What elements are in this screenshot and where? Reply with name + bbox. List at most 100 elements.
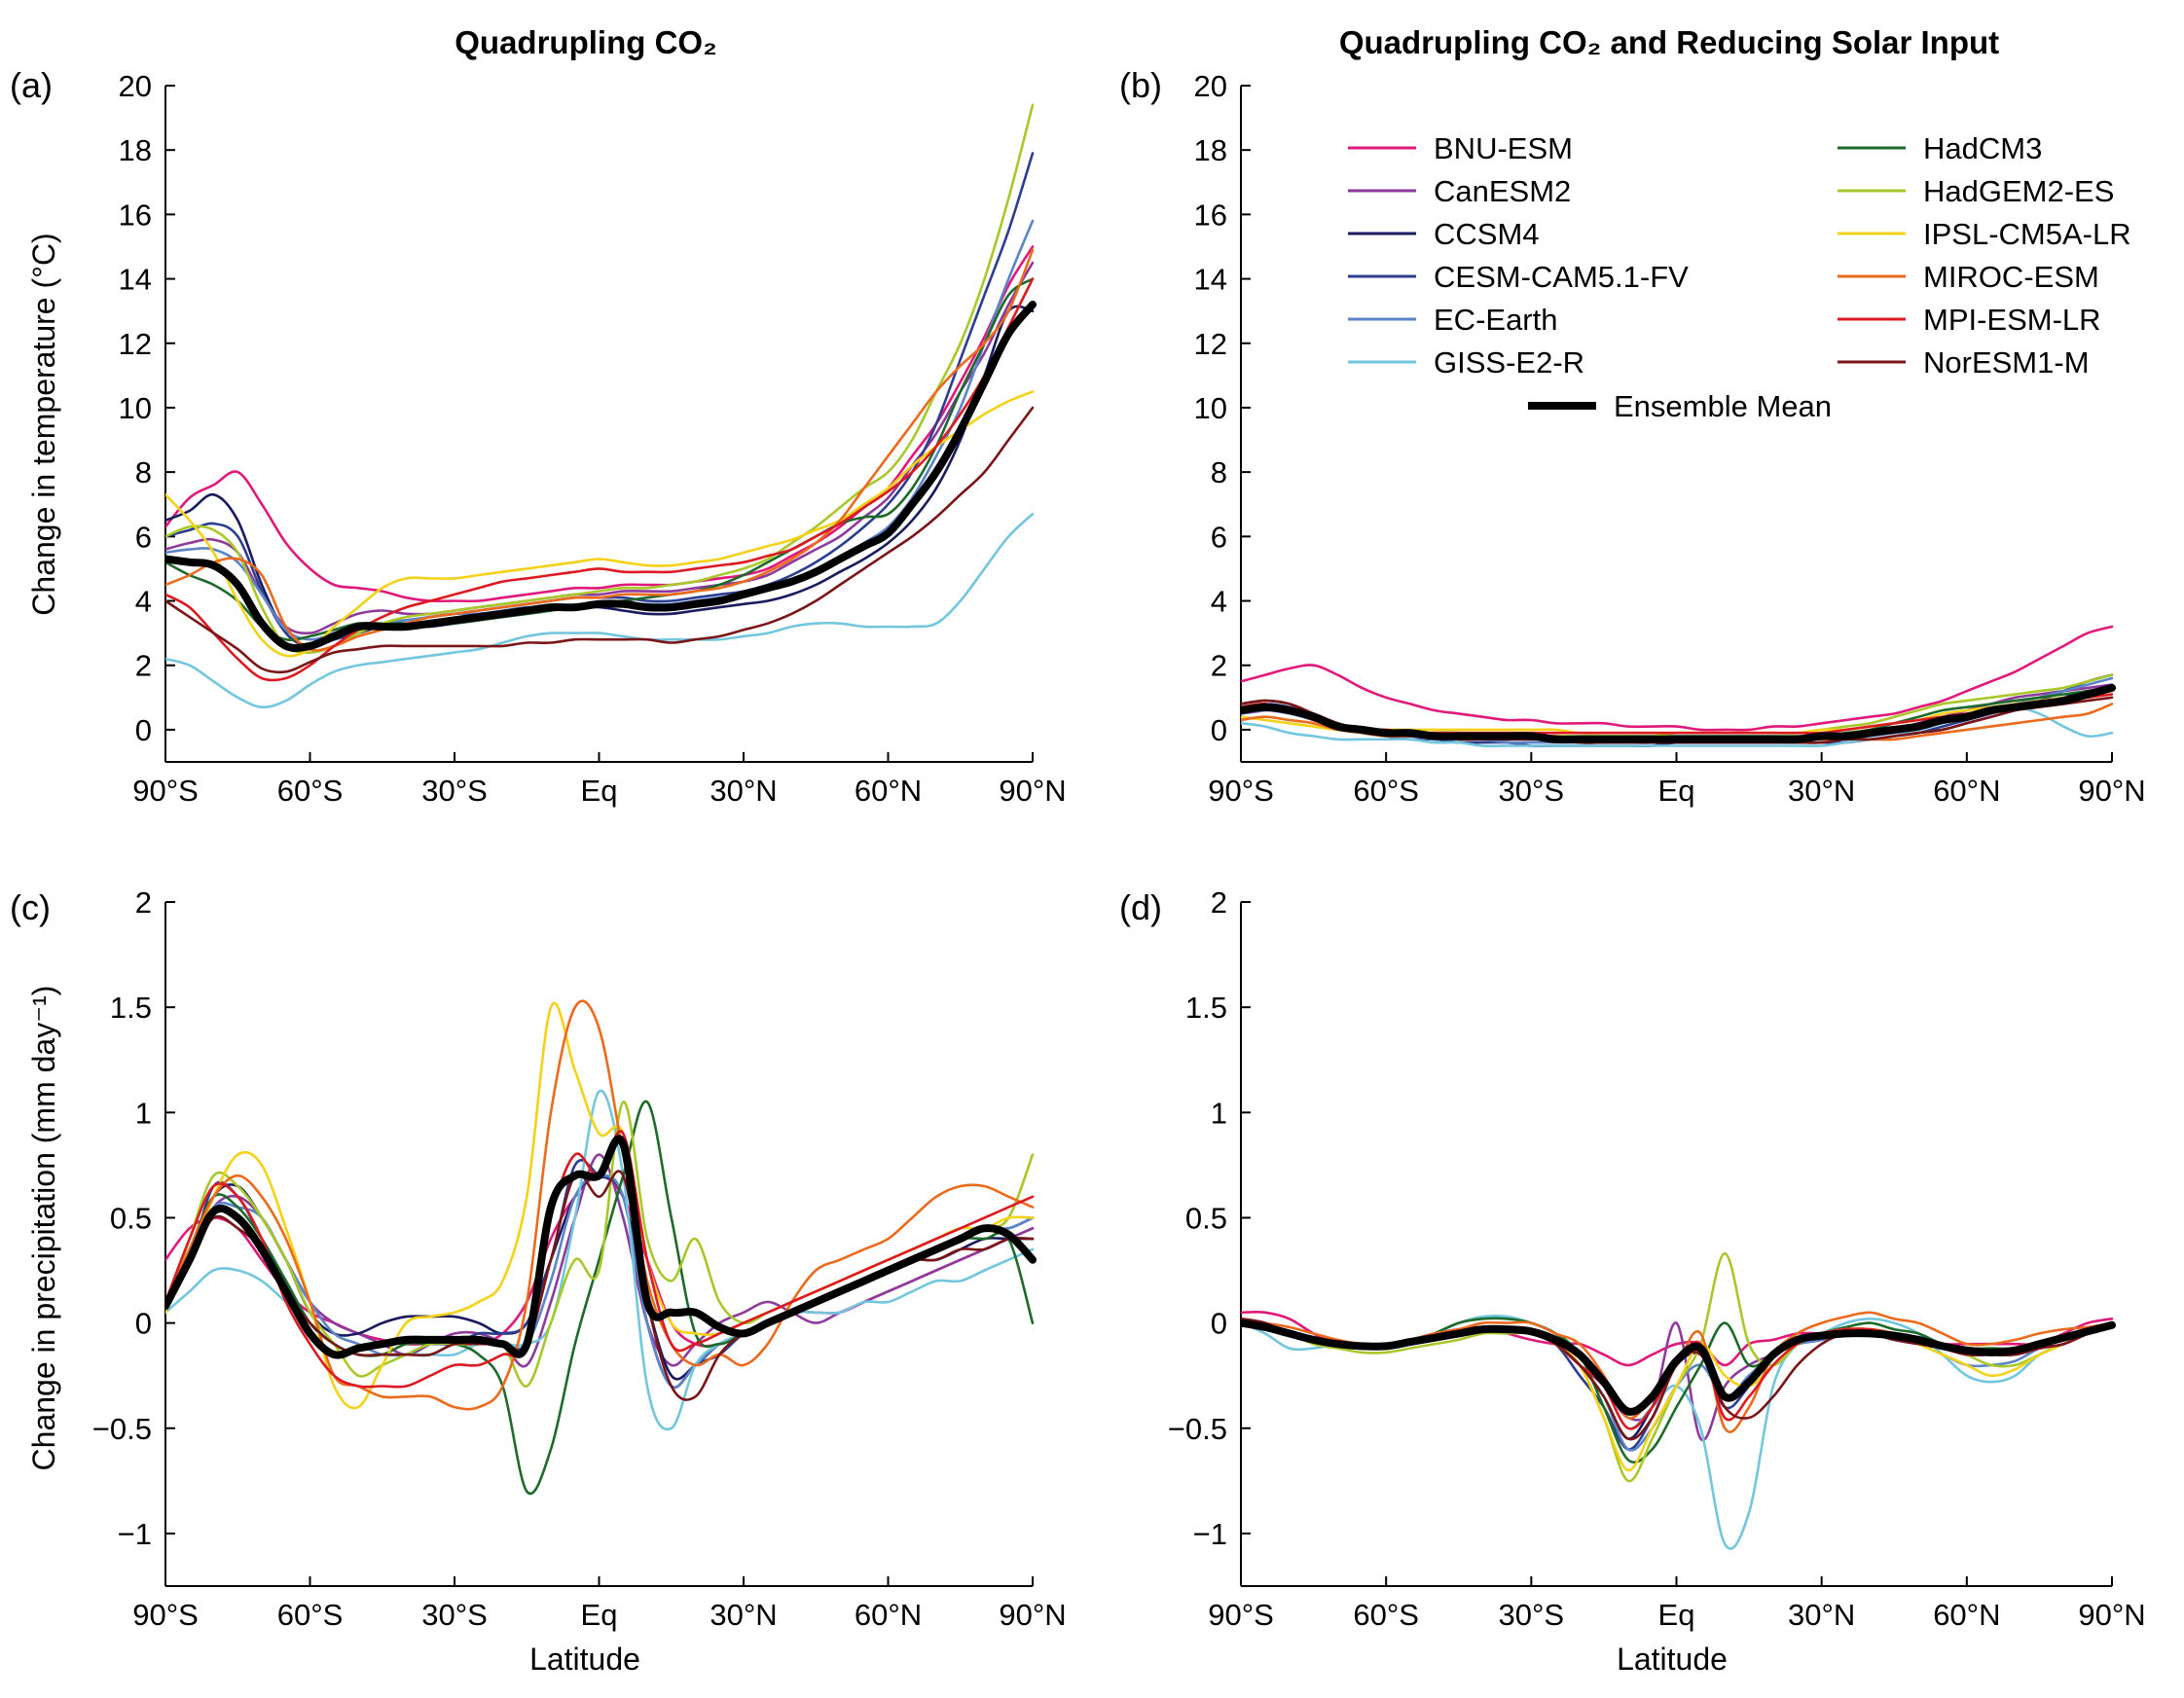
- legend-label: GISS-E2-R: [1434, 345, 1584, 379]
- y-tick-label: 16: [1194, 198, 1227, 232]
- legend-item: MPI-ESM-LR: [1838, 303, 2101, 337]
- panel-d-plot: −1 −0.5 0 0.5 1 1.5 2 90°S 60°S 30°S Eq 30°N 60°N 90°…: [1168, 885, 2146, 1632]
- x-tick-label: 30°N: [710, 1598, 777, 1632]
- series-line-giss-e2-r: [165, 512, 1035, 709]
- series-group: [165, 103, 1037, 709]
- legend-item: GISS-E2-R: [1348, 345, 1584, 379]
- x-tick-label: 30°N: [710, 774, 777, 808]
- series-line-hadgem2-es: [165, 103, 1035, 654]
- x-tick-label: 60°N: [1933, 1598, 2000, 1632]
- legend-item: EC-Earth: [1348, 303, 1557, 337]
- y-tick-label: −0.5: [92, 1412, 152, 1446]
- y-tick-label: 2: [135, 885, 152, 920]
- panel-a-label: (a): [10, 65, 53, 105]
- y-tick-label: 12: [1194, 327, 1227, 361]
- y-tick-label: 6: [1211, 520, 1227, 554]
- x-tick-label: 30°S: [421, 774, 488, 808]
- panel-b-title: Quadrupling CO₂ and Reducing Solar Input: [1339, 24, 1999, 60]
- series-line-ccsm4: [1241, 1318, 2114, 1440]
- legend-item: MIROC-ESM: [1838, 260, 2099, 294]
- x-tick-label: 60°N: [855, 774, 922, 808]
- legend-item-ensemble-mean: Ensemble Mean: [1528, 389, 1832, 423]
- legend-label: MIROC-ESM: [1923, 260, 2099, 294]
- legend-item: CanESM2: [1348, 174, 1571, 208]
- series-line-canesm2: [165, 261, 1035, 635]
- panel-b-plot: 0 2 4 6 8 10 12 14 16 18 20 90°S 60°S 30°S Eq 30°N 60°N 9…: [1194, 69, 2146, 808]
- panel-c-ylabel: Change in precipitation (mm day⁻¹): [26, 986, 61, 1471]
- y-tick-label: 0.5: [1185, 1201, 1227, 1235]
- legend-label: BNU-ESM: [1434, 131, 1573, 165]
- series-line-mpi-esm-lr: [1241, 1321, 2114, 1430]
- x-tick-label: 30°N: [1788, 1598, 1855, 1632]
- series-line-noresm1-m: [165, 406, 1035, 674]
- y-tick-label: 2: [1211, 649, 1227, 683]
- x-tick-label: Eq: [1658, 774, 1695, 808]
- y-tick-label: 6: [135, 520, 152, 554]
- series-group: [165, 999, 1037, 1496]
- series-line-ec-earth: [165, 219, 1035, 641]
- x-tick-label: 90°N: [2078, 1598, 2145, 1632]
- y-tick-label: 18: [1194, 133, 1227, 167]
- series-line-miroc-esm: [165, 999, 1035, 1411]
- y-tick-label: −1: [1193, 1517, 1227, 1551]
- panel-d-xlabel: Latitude: [1617, 1642, 1728, 1677]
- y-tick-label: 0.5: [110, 1201, 152, 1235]
- legend-label: CanESM2: [1434, 174, 1571, 208]
- panel-c-label: (c): [10, 887, 51, 927]
- legend-item: BNU-ESM: [1348, 131, 1573, 165]
- series-line-hadgem2-es: [165, 1101, 1035, 1388]
- series-line-cesm-cam5-1-fv: [165, 152, 1035, 648]
- legend-label: CCSM4: [1434, 217, 1540, 251]
- legend-item: HadCM3: [1838, 131, 2042, 165]
- legend: BNU-ESM CanESM2 CCSM4 CESM-CAM5.1-FV EC-Eart…: [1348, 131, 2131, 423]
- x-tick-label: 90°N: [999, 774, 1066, 808]
- panel-a-title: Quadrupling CO₂: [455, 24, 716, 60]
- panel-a-plot: 0 2 4 6 8 10 12 14 16 18 20 90°S 60°S 30°S Eq 30°N 60°N 9…: [119, 69, 1067, 808]
- y-tick-label: 2: [135, 649, 152, 683]
- legend-label: HadCM3: [1923, 131, 2042, 165]
- series-line-mpi-esm-lr: [165, 277, 1035, 682]
- legend-label: CESM-CAM5.1-FV: [1434, 260, 1689, 294]
- x-tick-label: 60°N: [855, 1598, 922, 1632]
- legend-item: CESM-CAM5.1-FV: [1348, 260, 1689, 294]
- legend-label-mean: Ensemble Mean: [1614, 389, 1832, 423]
- legend-label: IPSL-CM5A-LR: [1923, 217, 2131, 251]
- x-tick-label: Eq: [581, 774, 618, 808]
- x-tick-label: 60°S: [1353, 774, 1419, 808]
- ensemble-mean-line: [1241, 1319, 2116, 1416]
- y-tick-label: 8: [135, 455, 152, 489]
- y-tick-label: 4: [1211, 585, 1227, 619]
- x-tick-label: 60°S: [277, 774, 344, 808]
- panel-c-plot: −1 −0.5 0 0.5 1 1.5 2 90°S 60°S 30°S Eq 30°N 60°N 90°…: [92, 885, 1067, 1632]
- y-tick-label: 18: [119, 133, 152, 167]
- y-tick-label: 1.5: [110, 991, 152, 1025]
- series-group: [1241, 625, 2116, 748]
- x-tick-label: 60°N: [1933, 774, 2000, 808]
- x-tick-label: 30°N: [1788, 774, 1855, 808]
- x-tick-label: 60°S: [1353, 1598, 1419, 1632]
- x-tick-label: 30°S: [421, 1598, 488, 1632]
- y-tick-label: 1: [135, 1096, 152, 1130]
- legend-item: NorESM1-M: [1838, 345, 2090, 379]
- x-tick-label: 90°N: [999, 1598, 1066, 1632]
- x-tick-label: 90°S: [132, 774, 199, 808]
- y-tick-label: 14: [119, 263, 152, 297]
- ensemble-mean-line: [1241, 683, 2116, 744]
- x-tick-label: 30°S: [1499, 774, 1565, 808]
- y-tick-label: 2: [1211, 885, 1227, 920]
- ensemble-mean-line: [165, 301, 1037, 652]
- x-tick-label: 30°S: [1499, 1598, 1565, 1632]
- y-tick-label: 10: [1194, 391, 1227, 425]
- y-tick-label: 14: [1194, 263, 1227, 297]
- panel-a-ylabel: Change in temperature (°C): [26, 233, 61, 615]
- y-tick-label: 0: [135, 713, 152, 747]
- x-tick-label: 90°S: [1208, 774, 1274, 808]
- x-tick-label: Eq: [581, 1598, 618, 1632]
- y-tick-label: 20: [119, 69, 152, 103]
- y-tick-label: −1: [118, 1517, 152, 1551]
- panel-d-label: (d): [1119, 887, 1162, 927]
- series-line-ipsl-cm5a-lr: [165, 390, 1035, 658]
- legend-item: HadGEM2-ES: [1838, 174, 2114, 208]
- series-line-hadcm3: [165, 277, 1035, 641]
